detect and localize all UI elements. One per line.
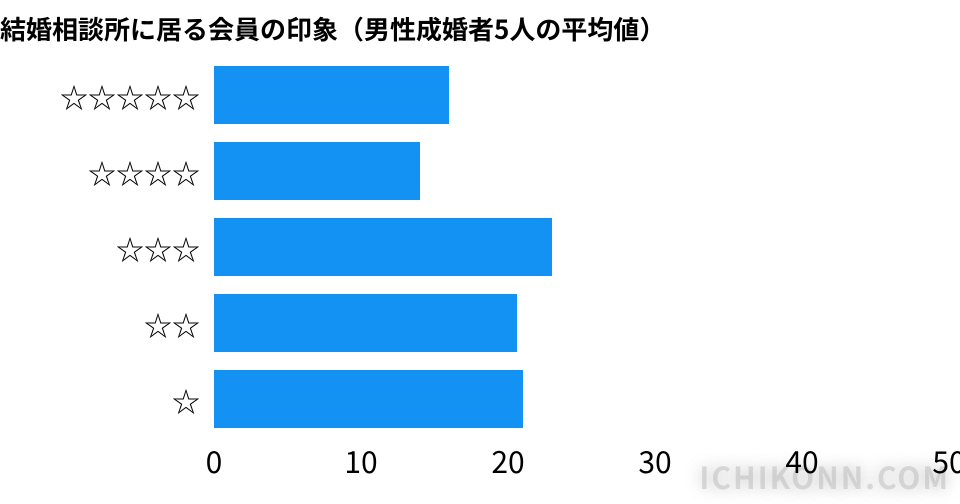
x-axis-tick: 50 [932,438,960,482]
watermark-text: ICHIKONN.COM [699,454,950,498]
bar [214,66,449,124]
bar-chart [214,66,949,446]
y-axis-label: ☆☆☆☆☆ [60,77,200,117]
y-axis-label: ☆☆☆ [116,229,200,269]
y-axis-label: ☆ [172,381,200,421]
x-axis-tick: 40 [785,438,818,482]
bar [214,294,517,352]
y-axis-label: ☆☆ [144,305,200,345]
x-axis-tick: 20 [491,438,524,482]
bar [214,370,523,428]
x-axis-tick: 10 [344,438,377,482]
bar [214,218,552,276]
x-axis-tick: 30 [638,438,671,482]
bar [214,142,420,200]
chart-title: 結婚相談所に居る会員の印象（男性成婚者5人の平均値） [0,10,665,47]
y-axis-label: ☆☆☆☆ [88,153,200,193]
x-axis-tick: 0 [206,438,223,482]
